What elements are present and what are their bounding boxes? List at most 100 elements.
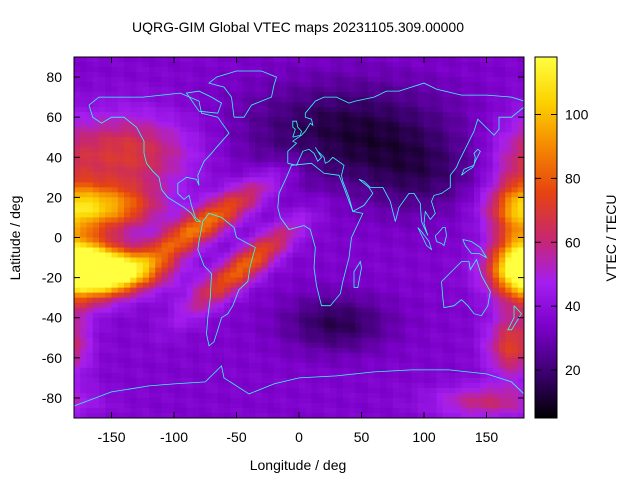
heatmap-cell (405, 222, 413, 229)
heatmap-cell (517, 177, 524, 183)
heatmap-cell (117, 272, 125, 279)
heatmap-cell (361, 337, 369, 344)
heatmap-cell (236, 392, 244, 399)
heatmap-cell (149, 377, 156, 384)
heatmap-cell (111, 87, 119, 93)
heatmap-cell (230, 72, 238, 78)
heatmap-cell (449, 92, 456, 98)
heatmap-cell (430, 392, 438, 399)
heatmap-cell (205, 397, 213, 404)
heatmap-cell (142, 177, 150, 183)
heatmap-cell (517, 87, 524, 93)
heatmap-cell (330, 67, 338, 73)
heatmap-cell (424, 367, 431, 374)
heatmap-cell (405, 332, 413, 339)
heatmap-cell (405, 177, 413, 183)
heatmap-cell (142, 202, 150, 209)
heatmap-cell (280, 217, 288, 224)
heatmap-cell (467, 367, 475, 374)
heatmap-cell (349, 142, 356, 148)
heatmap-cell (161, 357, 169, 364)
heatmap-cell (442, 322, 450, 329)
heatmap-cell (430, 177, 438, 183)
heatmap-cell (249, 337, 256, 344)
heatmap-cell (392, 257, 400, 264)
heatmap-cell (217, 147, 225, 153)
heatmap-cell (242, 162, 250, 168)
heatmap-cell (274, 137, 281, 143)
heatmap-cell (467, 77, 475, 83)
heatmap-cell (92, 162, 100, 168)
heatmap-cell (230, 347, 238, 354)
heatmap-cell (161, 242, 169, 249)
heatmap-cell (199, 277, 206, 284)
heatmap-cell (317, 272, 325, 279)
heatmap-cell (255, 112, 263, 118)
heatmap-cell (417, 147, 425, 153)
heatmap-cell (449, 142, 456, 148)
heatmap-cell (455, 192, 463, 198)
heatmap-cell (267, 397, 275, 404)
heatmap-cell (149, 252, 156, 259)
heatmap-cell (449, 362, 456, 369)
heatmap-cell (111, 312, 119, 319)
heatmap-cell (186, 357, 194, 364)
heatmap-cell (486, 242, 494, 249)
heatmap-cell (367, 122, 375, 128)
heatmap-cell (230, 217, 238, 224)
heatmap-cell (180, 237, 188, 244)
heatmap-cell (355, 72, 363, 78)
heatmap-cell (392, 202, 400, 209)
heatmap-cell (142, 302, 150, 309)
heatmap-cell (167, 107, 175, 113)
heatmap-cell (517, 167, 524, 173)
heatmap-cell (174, 102, 181, 108)
heatmap-cell (499, 322, 506, 329)
heatmap-cell (361, 282, 369, 289)
heatmap-cell (511, 272, 519, 279)
heatmap-cell (255, 247, 263, 254)
heatmap-cell (280, 72, 288, 78)
heatmap-cell (474, 297, 481, 304)
heatmap-cell (492, 122, 500, 128)
heatmap-cell (349, 332, 356, 339)
heatmap-cell (486, 192, 494, 198)
heatmap-cell (92, 362, 100, 369)
heatmap-cell (261, 122, 269, 128)
heatmap-cell (180, 97, 188, 103)
heatmap-cell (161, 87, 169, 93)
heatmap-cell (499, 137, 506, 143)
heatmap-cell (424, 222, 431, 229)
heatmap-cell (436, 352, 444, 359)
heatmap-cell (130, 352, 138, 359)
heatmap-cell (199, 212, 206, 219)
heatmap-cell (180, 217, 188, 224)
heatmap-cell (74, 387, 81, 394)
heatmap-cell (261, 102, 269, 108)
heatmap-cell (367, 102, 375, 108)
heatmap-cell (280, 162, 288, 168)
heatmap-cell (499, 297, 506, 304)
heatmap-cell (349, 392, 356, 399)
heatmap-cell (411, 282, 419, 289)
heatmap-cell (399, 362, 406, 369)
heatmap-cell (136, 402, 144, 409)
heatmap-cell (461, 112, 469, 118)
heatmap-cell (174, 142, 181, 148)
heatmap-cell (205, 187, 213, 193)
heatmap-cell (230, 272, 238, 279)
heatmap-cell (511, 342, 519, 349)
heatmap-cell (105, 392, 113, 399)
heatmap-cell (492, 317, 500, 324)
heatmap-cell (211, 132, 219, 138)
heatmap-cell (411, 367, 419, 374)
heatmap-cell (392, 277, 400, 284)
heatmap-cell (149, 107, 156, 113)
heatmap-cell (380, 192, 388, 198)
heatmap-cell (199, 292, 206, 299)
heatmap-cell (280, 147, 288, 153)
heatmap-cell (417, 222, 425, 229)
heatmap-cell (399, 252, 406, 259)
heatmap-cell (274, 217, 281, 224)
heatmap-cell (280, 242, 288, 249)
